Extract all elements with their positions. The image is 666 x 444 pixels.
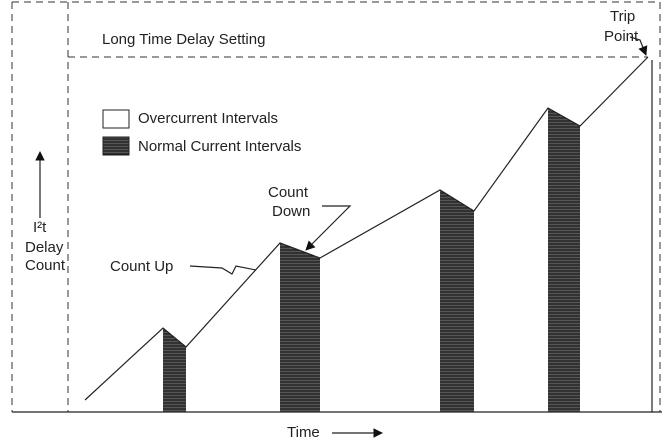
legend-label: Overcurrent Intervals — [138, 110, 278, 127]
count-up-leader — [189, 265, 257, 275]
y-label: Count — [25, 257, 66, 274]
count-down-label: Down — [272, 203, 310, 220]
trip-label: Point — [604, 28, 639, 45]
frame — [11, 1, 662, 413]
trip-arrow — [629, 36, 648, 56]
y-label: Delay — [25, 239, 64, 256]
count-down-label: Count — [268, 184, 309, 201]
y-label: I²t — [33, 219, 47, 236]
legend-swatch — [102, 109, 130, 129]
count-down-arrow — [305, 205, 352, 251]
setting-label: Long Time Delay Setting — [102, 31, 265, 48]
trip-label: Trip — [610, 8, 635, 25]
legend-label: Normal Current Intervals — [138, 138, 301, 155]
count-line — [84, 56, 649, 401]
normal-bars — [163, 108, 580, 412]
count-up-label: Count Up — [110, 258, 173, 275]
x-label: Time — [287, 424, 320, 441]
legend-swatch — [102, 136, 130, 156]
